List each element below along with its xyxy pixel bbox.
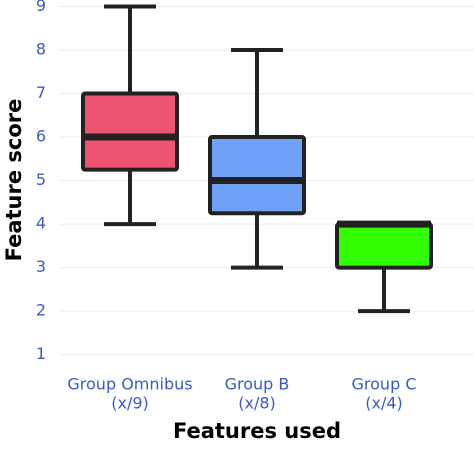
x-tick-label: (x/4)	[365, 394, 403, 413]
x-tick-label: Group B	[225, 375, 290, 394]
y-tick-label: 8	[36, 40, 46, 59]
y-tick-label: 5	[36, 170, 46, 189]
y-tick-label: 2	[36, 301, 46, 320]
y-tick-label: 7	[36, 83, 46, 102]
box	[335, 222, 433, 270]
box	[81, 91, 179, 172]
y-tick-label: 6	[36, 127, 46, 146]
x-tick-label: (x/8)	[238, 394, 276, 413]
box	[208, 135, 306, 216]
x-tick-label: (x/9)	[111, 394, 149, 413]
y-axis-title: Feature score	[2, 99, 26, 262]
y-tick-label: 1	[36, 344, 46, 363]
x-tick-label: Group C	[352, 375, 417, 394]
y-tick-label: 4	[36, 214, 46, 233]
y-tick-label: 9	[36, 0, 46, 15]
x-tick-label: Group Omnibus	[67, 375, 192, 394]
y-tick-label: 3	[36, 257, 46, 276]
x-axis-title: Features used	[173, 419, 341, 443]
